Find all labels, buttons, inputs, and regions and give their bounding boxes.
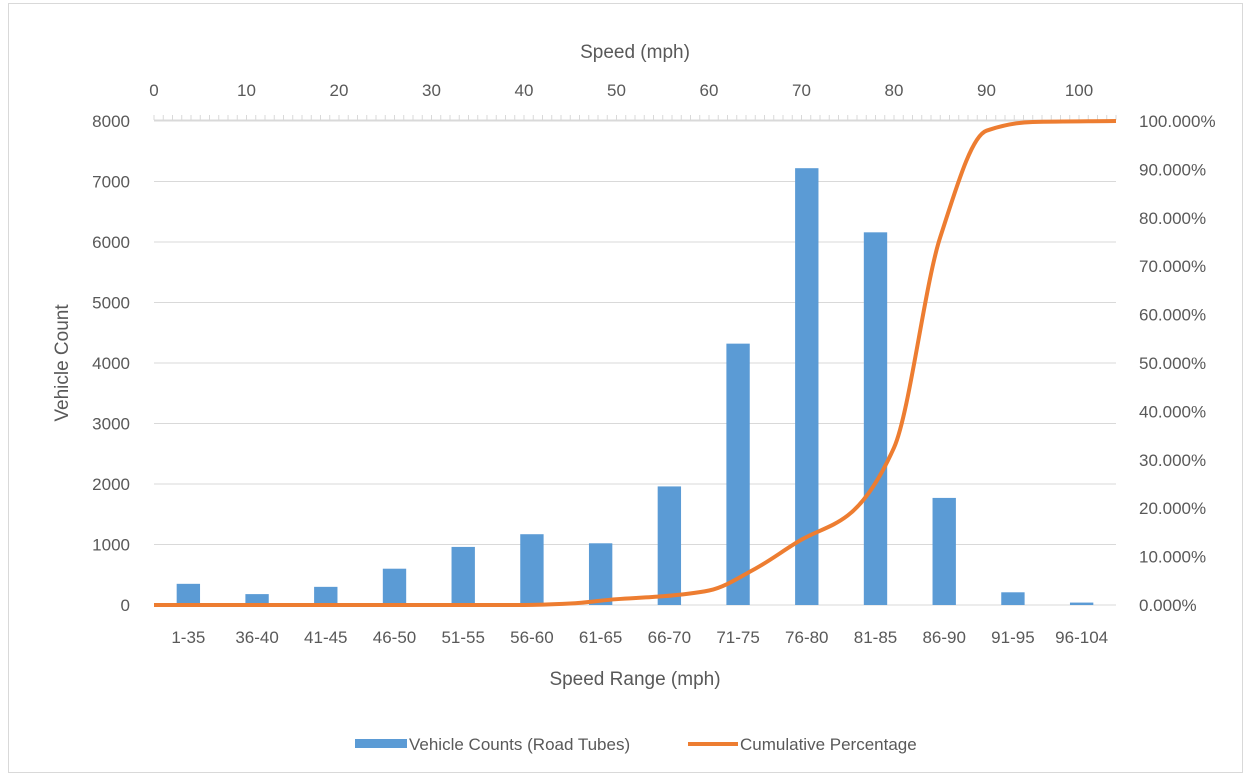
line-series — [154, 119, 1117, 608]
y-axis-ticks: 0 1000 2000 3000 4000 5000 6000 7000 8000 — [92, 112, 130, 615]
bar — [588, 543, 613, 605]
y2-tick-label: 40.000% — [1139, 402, 1206, 421]
x-tick-label: 36-40 — [235, 628, 278, 647]
bar — [451, 546, 475, 605]
x2-tick-label: 50 — [607, 81, 626, 100]
x-tick-label: 71-75 — [716, 628, 759, 647]
y2-tick-label: 20.000% — [1139, 499, 1206, 518]
x-tick-label: 46-50 — [373, 628, 416, 647]
bar-series — [176, 168, 1094, 605]
x2-tick-label: 70 — [792, 81, 811, 100]
bar — [863, 232, 888, 605]
y-tick-label: 6000 — [92, 233, 130, 252]
x-tick-label: 66-70 — [648, 628, 691, 647]
legend-label-bars: Vehicle Counts (Road Tubes) — [409, 735, 630, 754]
bar — [314, 586, 338, 605]
x2-tick-label: 100 — [1065, 81, 1093, 100]
y-tick-label: 3000 — [92, 415, 130, 434]
x-tick-label: 81-85 — [854, 628, 897, 647]
bar — [1069, 602, 1094, 605]
x-tick-label: 96-104 — [1055, 628, 1108, 647]
x2-tick-label: 90 — [977, 81, 996, 100]
bar — [176, 583, 201, 605]
y2-tick-label: 100.000% — [1139, 112, 1216, 131]
y-tick-label: 8000 — [92, 112, 130, 131]
x-axis-title: Speed Range (mph) — [549, 669, 720, 690]
x-axis-ticks: 1-35 36-40 41-45 46-50 51-55 56-60 61-65 66-70 7… — [171, 628, 1108, 647]
bar — [726, 343, 750, 605]
x-tick-label: 91-95 — [991, 628, 1034, 647]
y2-tick-label: 50.000% — [1139, 354, 1206, 373]
x2-axis-title: Speed (mph) — [580, 42, 690, 63]
x2-tick-label: 80 — [885, 81, 904, 100]
legend-label-line: Cumulative Percentage — [740, 735, 917, 754]
x-tick-label: 76-80 — [785, 628, 828, 647]
y2-axis-ticks: 0.000% 10.000% 20.000% 30.000% 40.000% 50.000… — [1139, 112, 1216, 615]
bar — [245, 594, 269, 605]
y2-tick-label: 90.000% — [1139, 160, 1206, 179]
x-tick-label: 1-35 — [171, 628, 205, 647]
x2-tick-label: 0 — [149, 81, 158, 100]
y2-tick-label: 60.000% — [1139, 306, 1206, 325]
x-tick-label: 41-45 — [304, 628, 347, 647]
y2-tick-label: 30.000% — [1139, 451, 1206, 470]
y-tick-label: 5000 — [92, 294, 130, 313]
gridlines — [154, 120, 1116, 606]
x2-tick-label: 30 — [422, 81, 441, 100]
x-tick-label: 86-90 — [922, 628, 965, 647]
x-tick-label: 61-65 — [579, 628, 622, 647]
bar — [795, 168, 819, 605]
x2-tick-label: 40 — [515, 81, 534, 100]
y-tick-label: 1000 — [92, 536, 130, 555]
x2-tick-label: 10 — [237, 81, 256, 100]
x2-tick-label: 60 — [700, 81, 719, 100]
x2-axis-ticks: 0 10 20 30 40 50 60 70 80 90 100 — [149, 81, 1093, 100]
cumulative-line — [154, 119, 1117, 608]
bar — [932, 497, 956, 605]
bar — [382, 568, 407, 605]
bar — [520, 534, 544, 605]
bar — [1001, 592, 1025, 605]
y-tick-label: 0 — [121, 596, 130, 615]
y2-tick-label: 70.000% — [1139, 257, 1206, 276]
legend-swatch-bars — [355, 739, 407, 748]
y-axis-title: Vehicle Count — [52, 304, 73, 422]
y-tick-label: 2000 — [92, 475, 130, 494]
x-tick-label: 56-60 — [510, 628, 553, 647]
x2-tick-label: 20 — [330, 81, 349, 100]
y2-tick-label: 10.000% — [1139, 548, 1206, 567]
bar — [657, 486, 682, 605]
y-tick-label: 4000 — [92, 354, 130, 373]
y-tick-label: 7000 — [92, 173, 130, 192]
x-tick-label: 51-55 — [441, 628, 484, 647]
top-axis — [153, 115, 1117, 121]
chart-frame — [8, 3, 1243, 773]
y2-tick-label: 0.000% — [1139, 596, 1197, 615]
legend: Vehicle Counts (Road Tubes) Cumulative P… — [355, 735, 917, 754]
y2-tick-label: 80.000% — [1139, 209, 1206, 228]
